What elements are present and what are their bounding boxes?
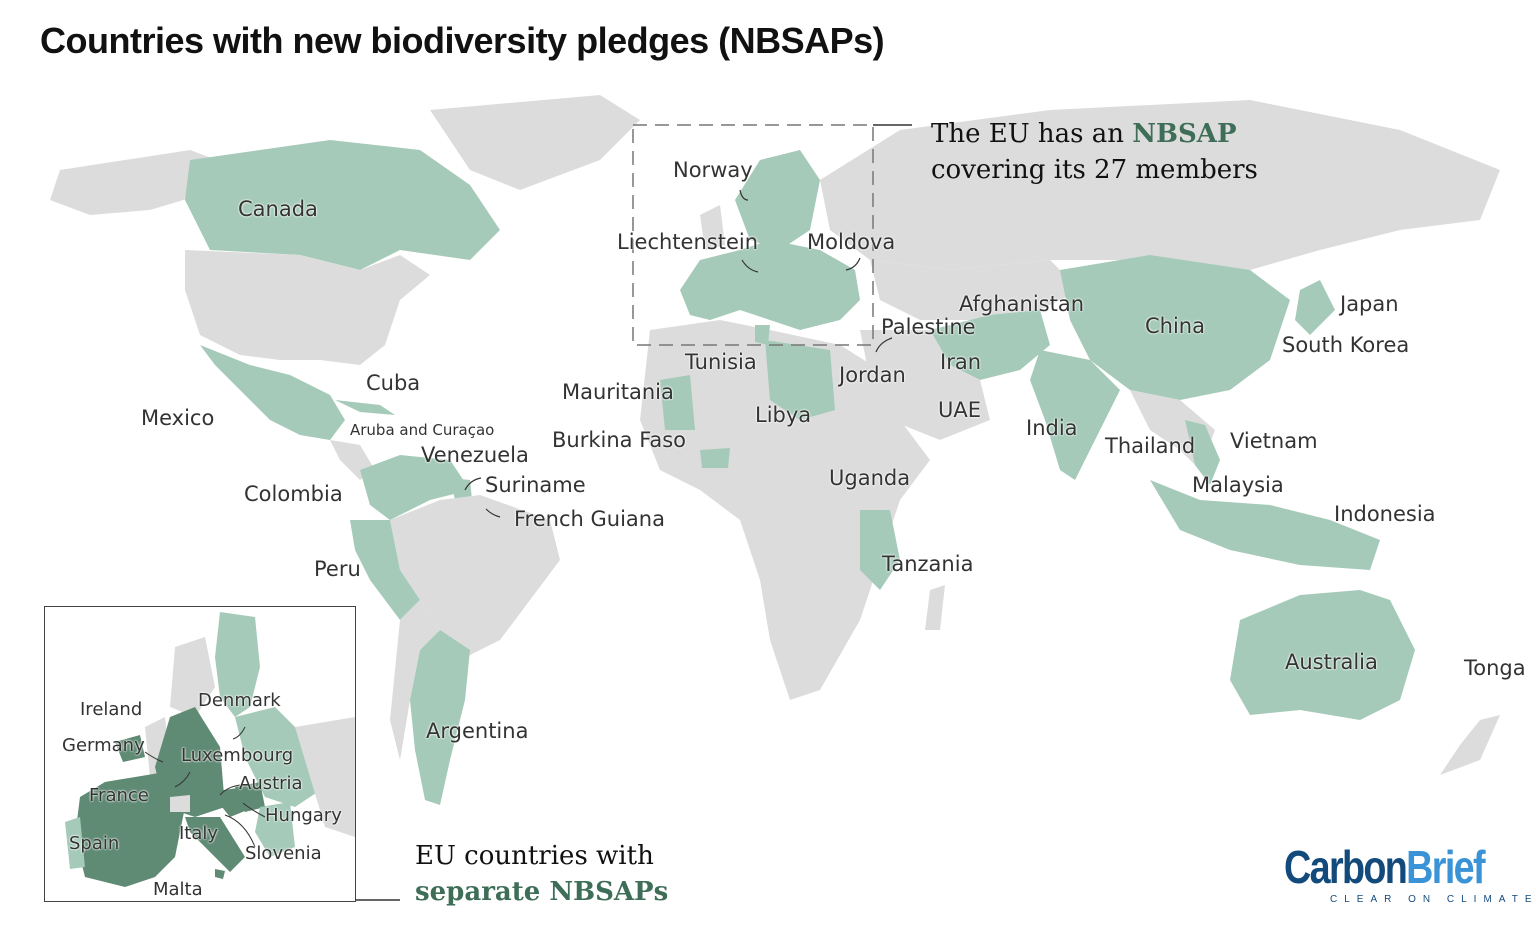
inset-note-line1: EU countries with [415,841,654,871]
label-peru: Peru [314,557,361,581]
label-south-korea: South Korea [1282,333,1410,357]
inset-label-denmark: Denmark [198,690,281,711]
north-africa [640,320,930,700]
label-australia: Australia [1285,650,1378,674]
label-venezuela: Venezuela [421,443,529,467]
label-libya: Libya [755,403,812,427]
eu-annotation: The EU has an NBSAP covering its 27 memb… [931,116,1258,188]
label-malaysia: Malaysia [1192,473,1284,497]
label-cuba: Cuba [366,371,421,395]
inset-annotation: EU countries with separate NBSAPs [415,838,668,910]
cuba [335,400,395,415]
uk [700,205,725,250]
indonesia-malaysia [1150,480,1380,570]
peru [350,520,420,620]
label-iran: Iran [940,350,982,374]
libya [765,340,835,420]
inset-label-hungary: Hungary [265,805,342,826]
alaska-arctic [50,150,230,215]
carbon-brief-logo: CarbonBrief CLEAR ON CLIMATE [1284,840,1532,905]
burkina-faso [700,448,730,468]
label-moldova: Moldova [807,230,896,254]
logo-wordmark: CarbonBrief [1284,840,1486,894]
suriname [450,478,472,500]
label-suriname: Suriname [485,473,586,497]
label-thailand: Thailand [1105,434,1196,458]
india [1030,350,1120,480]
label-mauritania: Mauritania [562,380,674,404]
label-liechtenstein: Liechtenstein [617,230,759,254]
greenland [430,95,640,190]
label-aruba-curacao: Aruba and Curaçao [350,421,495,439]
logo-carbon: Carbon [1284,841,1408,893]
logo-tagline: CLEAR ON CLIMATE [1330,894,1536,905]
label-uganda: Uganda [829,466,911,490]
label-tanzania: Tanzania [882,552,974,576]
japan [1295,280,1335,335]
madagascar [925,585,945,630]
mexico [200,345,345,440]
label-japan: Japan [1340,292,1399,316]
iran-afghan [930,310,1050,380]
colombia-venezuela [360,455,470,520]
inset-label-malta: Malta [153,879,203,900]
usa [185,250,430,365]
label-canada: Canada [238,197,318,221]
scandinavia [735,150,820,250]
label-china: China [1145,314,1205,338]
eu-note-line2: covering its 27 members [931,155,1258,185]
label-indonesia: Indonesia [1334,502,1436,526]
label-norway: Norway [673,158,753,182]
eu-inset-map: Ireland Denmark Germany Luxembourg Franc… [44,606,356,902]
label-uae: UAE [938,398,982,422]
eu-note-highlight: NBSAP [1132,119,1237,149]
inset-label-france: France [89,785,149,806]
eu-dashed-box [632,124,874,346]
label-india: India [1026,416,1078,440]
bolivia-chile [390,600,440,760]
label-burkina-faso: Burkina Faso [552,428,687,452]
label-argentina: Argentina [426,719,529,743]
inset-label-austria: Austria [239,773,303,794]
russia [820,100,1500,270]
inset-label-ireland: Ireland [80,699,143,720]
label-colombia: Colombia [244,482,343,506]
label-tunisia: Tunisia [685,350,757,374]
tanzania [860,510,900,590]
map-title: Countries with new biodiversity pledges … [40,20,885,61]
inset-note-highlight: separate NBSAPs [415,877,669,907]
china [1060,255,1290,400]
new-zealand [1440,715,1500,775]
tunisia [755,325,770,345]
label-tonga: Tonga [1464,656,1526,680]
eu-note-prefix: The EU has an [931,119,1133,149]
label-vietnam: Vietnam [1230,429,1318,453]
inset-label-luxembourg: Luxembourg [181,745,294,766]
canada [185,140,500,270]
inset-label-spain: Spain [69,833,120,854]
label-jordan: Jordan [839,363,906,387]
inset-label-slovenia: Slovenia [245,843,322,864]
label-palestine: Palestine [881,315,976,339]
inset-svg [65,612,355,887]
argentina [410,630,470,805]
label-afghanistan: Afghanistan [959,292,1085,316]
europe-eu [680,240,860,330]
inset-label-germany: Germany [62,735,145,756]
central-asia [870,260,1080,320]
mauritania [660,375,695,430]
thailand-vietnam [1185,420,1220,485]
australia [1230,590,1415,720]
inset-label-italy: Italy [179,823,219,844]
label-french-guiana: French Guiana [514,507,665,531]
label-mexico: Mexico [141,406,215,430]
logo-brief: Brief [1406,841,1485,893]
